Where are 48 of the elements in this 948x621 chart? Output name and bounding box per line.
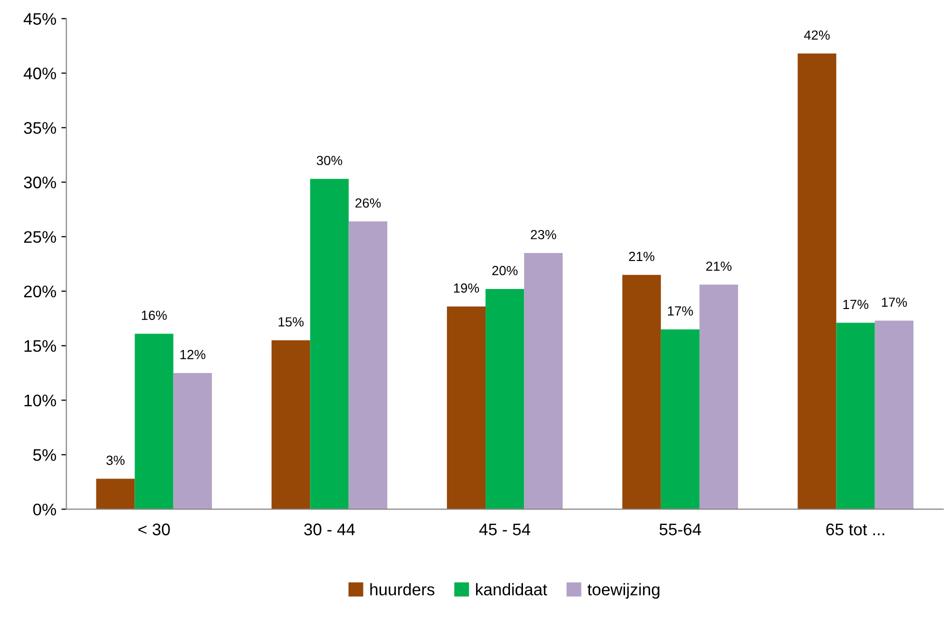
y-tick-label: 10% [24, 394, 56, 406]
bar [836, 322, 875, 510]
data-label: 16% [142, 310, 167, 320]
y-tick-label: 5% [33, 449, 56, 461]
legend-label: kandidaat [476, 583, 548, 596]
bar [874, 320, 914, 510]
x-tick-label: 45 - 54 [479, 524, 530, 536]
legend-label: huurders [370, 583, 434, 596]
data-label: 17% [843, 300, 868, 310]
bar [622, 274, 661, 510]
y-tick-label: 35% [24, 122, 56, 134]
y-tick-label: 20% [24, 286, 56, 298]
data-label: 23% [530, 230, 556, 240]
bar [699, 284, 738, 510]
data-label: 21% [706, 262, 732, 271]
bar [96, 478, 135, 510]
x-tick-label: 55-64 [660, 524, 702, 536]
data-label: 30% [316, 156, 342, 166]
bar [446, 306, 486, 510]
y-tick-label: 45% [24, 13, 56, 25]
bar [798, 54, 836, 510]
bar [173, 372, 212, 510]
y-tick-label: 40% [24, 68, 56, 80]
y-tick-label: 0% [33, 504, 56, 516]
y-tick-label: 15% [24, 340, 56, 352]
data-label: 26% [355, 198, 381, 208]
data-label: 42% [804, 30, 830, 40]
data-label: 17% [668, 306, 693, 316]
x-tick-label: 65 tot ... [826, 524, 884, 536]
data-label: 21% [629, 252, 654, 262]
data-label: 20% [492, 266, 518, 276]
legend-label: toewijzing [587, 583, 660, 599]
bar [310, 178, 349, 510]
bar [272, 340, 310, 510]
y-tick-label: 25% [24, 231, 56, 243]
bar [134, 334, 174, 510]
x-tick-label: 30 - 44 [304, 524, 355, 536]
x-tick-label: < 30 [138, 524, 170, 536]
bar [486, 289, 524, 510]
y-tick-label: 30% [24, 176, 56, 188]
bar [660, 329, 700, 510]
bar [348, 221, 388, 510]
data-label: 19% [454, 283, 479, 293]
data-label: 17% [882, 298, 907, 307]
data-label: 3% [106, 456, 125, 465]
data-label: 15% [278, 317, 304, 327]
bar [524, 253, 563, 510]
data-label: 12% [180, 350, 206, 360]
